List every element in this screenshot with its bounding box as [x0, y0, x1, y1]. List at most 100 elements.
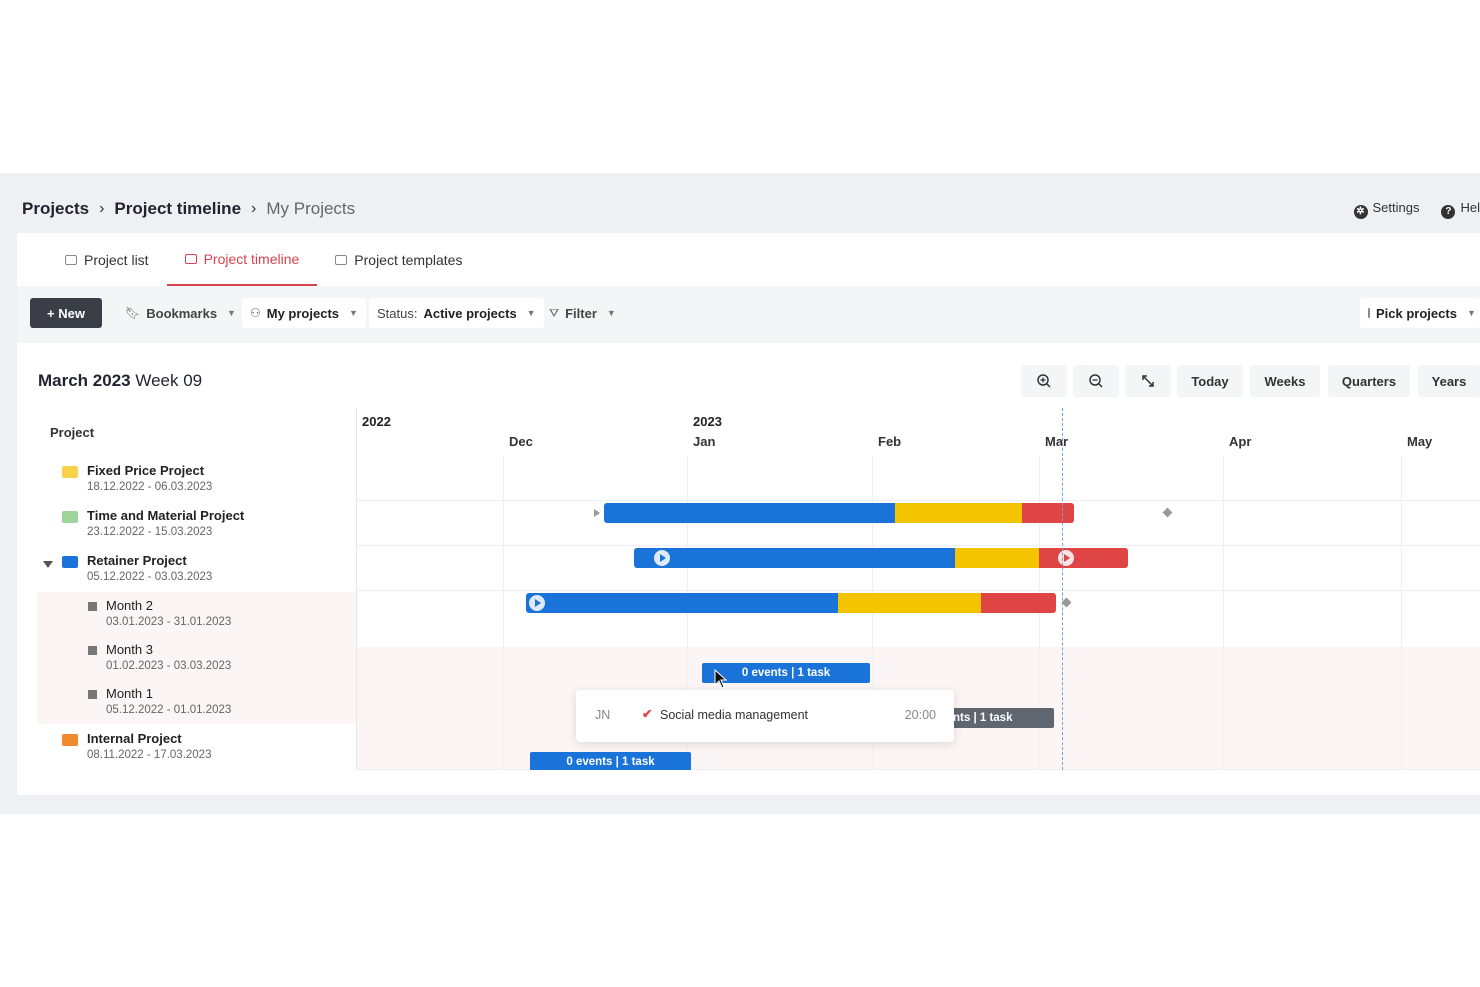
zoom-out-icon: [1089, 374, 1103, 388]
top-actions: ✲ Settings ? Hel: [1353, 200, 1480, 219]
toolbar: + New 🔖︎ Bookmarks ▼ ⚇ My projects ▼ Sta…: [17, 286, 1480, 343]
breadcrumb-projects[interactable]: Projects: [22, 199, 90, 218]
square-icon: [88, 602, 97, 611]
filter-dropdown[interactable]: ⛛ Filter ▼: [541, 298, 624, 328]
today-button[interactable]: Today: [1177, 365, 1243, 397]
quarters-button[interactable]: Quarters: [1328, 365, 1410, 397]
tab-bar: Project list Project timeline Project te…: [17, 233, 1480, 286]
my-projects-dropdown[interactable]: ⚇ My projects ▼: [242, 298, 366, 328]
bar-segment-blue: [604, 503, 895, 523]
subproject-row-month-1[interactable]: Month 1 05.12.2022 - 01.01.2023: [37, 680, 357, 724]
month-label-may: May: [1407, 434, 1433, 449]
status-prefix: Status:: [377, 305, 418, 321]
weeks-button[interactable]: Weeks: [1250, 365, 1320, 397]
my-projects-label: My projects: [266, 305, 340, 321]
grid-line: [687, 456, 688, 770]
popup-task-name[interactable]: Social media management: [660, 708, 808, 722]
year-label-2023: 2023: [693, 414, 722, 429]
start-marker-icon: [594, 509, 600, 517]
milestone-diamond[interactable]: [1061, 597, 1072, 608]
subproject-dates: 01.02.2023 - 03.03.2023: [106, 660, 232, 672]
square-icon: [88, 646, 97, 655]
status-dropdown[interactable]: Status: Active projects ▼: [369, 298, 544, 328]
collapse-caret-icon[interactable]: [43, 561, 53, 568]
timeline-heading: March 2023 Week 09: [38, 371, 202, 391]
timeline-icon: [184, 253, 197, 264]
help-link[interactable]: ? Hel: [1441, 200, 1480, 219]
month-1-chip[interactable]: 0 events | 1 task: [530, 752, 691, 770]
month-label-dec: Dec: [509, 434, 533, 449]
breadcrumb-separator: ›: [99, 200, 105, 217]
bookmarks-dropdown[interactable]: 🔖︎ Bookmarks ▼: [117, 298, 244, 328]
subproject-row-month-3[interactable]: Month 3 01.02.2023 - 03.03.2023: [37, 636, 357, 680]
filter-label: Filter: [565, 305, 597, 321]
project-name: Internal Project: [87, 731, 182, 746]
timeline-bar-retainer[interactable]: [526, 593, 1056, 613]
grid-line: [503, 456, 504, 770]
settings-link[interactable]: ✲ Settings: [1353, 200, 1419, 219]
bar-segment-red: [1039, 548, 1128, 568]
tab-project-timeline[interactable]: Project timeline: [166, 233, 318, 286]
new-button[interactable]: + New: [30, 298, 102, 328]
row-divider: [357, 500, 1480, 501]
square-icon: [88, 690, 97, 699]
folder-icon: [62, 511, 78, 523]
breadcrumb-project-timeline[interactable]: Project timeline: [114, 199, 242, 218]
column-divider: [356, 408, 357, 770]
timeline-bar-fixed-price[interactable]: [604, 503, 1074, 523]
breadcrumb-current: My Projects: [266, 199, 356, 218]
project-row-time-material[interactable]: Time and Material Project 23.12.2022 - 1…: [37, 502, 357, 546]
month-label-apr: Apr: [1229, 434, 1252, 449]
play-icon[interactable]: [1058, 550, 1074, 566]
grid-line: [872, 456, 873, 770]
month-label-jan: Jan: [693, 434, 716, 449]
breadcrumb-separator: ›: [251, 200, 257, 217]
bar-segment-red: [981, 593, 1056, 613]
expand-icon: [1142, 375, 1154, 387]
tab-label: Project timeline: [203, 250, 300, 267]
main-card: Project list Project timeline Project te…: [17, 233, 1480, 795]
zoom-out-button[interactable]: [1073, 365, 1119, 397]
play-icon[interactable]: [654, 550, 670, 566]
project-dates: 05.12.2022 - 03.03.2023: [87, 571, 213, 583]
folder-icon: [62, 734, 78, 746]
month-3-chip[interactable]: nts | 1 task: [953, 708, 1054, 728]
project-name: Fixed Price Project: [87, 463, 205, 478]
project-row-internal[interactable]: Internal Project 08.11.2022 - 17.03.2023: [37, 725, 357, 769]
timeline-bar-time-material[interactable]: [634, 548, 1128, 568]
grid-line: [1039, 456, 1040, 770]
child-band: [357, 647, 1480, 691]
project-name: Time and Material Project: [87, 508, 245, 523]
tab-project-templates[interactable]: Project templates: [317, 233, 480, 286]
subproject-name: Month 2: [106, 598, 153, 613]
current-week: Week 09: [135, 371, 203, 390]
user-icon: ⚇: [250, 306, 261, 320]
bookmark-icon: 🔖︎: [125, 306, 141, 320]
project-row-fixed-price[interactable]: Fixed Price Project 18.12.2022 - 06.03.2…: [37, 457, 357, 501]
chevron-down-icon: ▼: [227, 308, 236, 318]
subproject-name: Month 1: [106, 686, 153, 701]
row-divider: [357, 545, 1480, 546]
project-dates: 18.12.2022 - 06.03.2023: [87, 481, 213, 493]
bar-segment-red: [1022, 503, 1074, 523]
folder-icon: [1368, 308, 1370, 318]
grid-line: [1401, 456, 1402, 770]
task-popup: JN ✔ Social media management 20:00: [576, 690, 954, 742]
bar-segment-yellow: [955, 548, 1039, 568]
milestone-diamond[interactable]: [1162, 507, 1173, 518]
bar-segment-yellow: [838, 593, 981, 613]
bar-segment-yellow: [895, 503, 1022, 523]
project-row-retainer[interactable]: Retainer Project 05.12.2022 - 03.03.2023: [37, 547, 357, 591]
subproject-row-month-2[interactable]: Month 2 03.01.2023 - 31.01.2023: [37, 592, 357, 636]
month-2-chip[interactable]: 0 events | 1 task: [702, 663, 870, 683]
project-name: Retainer Project: [87, 553, 187, 568]
pick-projects-dropdown[interactable]: Pick projects ▼: [1360, 298, 1480, 328]
folder-icon: [62, 466, 78, 478]
expand-button[interactable]: [1125, 365, 1171, 397]
years-button[interactable]: Years: [1418, 365, 1480, 397]
tab-project-list[interactable]: Project list: [47, 233, 167, 286]
zoom-in-button[interactable]: [1021, 365, 1067, 397]
filter-icon: ⛛: [549, 305, 560, 320]
chevron-down-icon: ▼: [526, 308, 536, 318]
play-icon[interactable]: [529, 595, 545, 611]
